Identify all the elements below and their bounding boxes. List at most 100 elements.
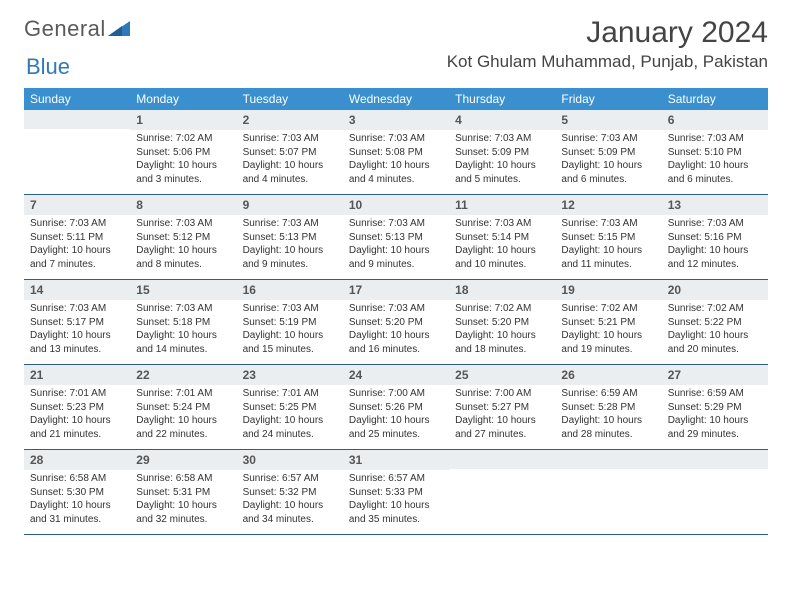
day-number: 4 [449, 110, 555, 130]
daylight-text: Daylight: 10 hours and 14 minutes. [136, 329, 230, 356]
daylight-text: Daylight: 10 hours and 11 minutes. [561, 244, 655, 271]
day-cell: 4Sunrise: 7:03 AMSunset: 5:09 PMDaylight… [449, 110, 555, 194]
day-number: 29 [130, 450, 236, 470]
month-title: January 2024 [447, 16, 768, 50]
sunrise-text: Sunrise: 7:03 AM [136, 302, 230, 316]
day-cell: 9Sunrise: 7:03 AMSunset: 5:13 PMDaylight… [237, 195, 343, 279]
day-of-week-header: Sunday Monday Tuesday Wednesday Thursday… [24, 88, 768, 110]
sunrise-text: Sunrise: 7:03 AM [668, 217, 762, 231]
sunrise-text: Sunrise: 6:57 AM [243, 472, 337, 486]
week-row: 21Sunrise: 7:01 AMSunset: 5:23 PMDayligh… [24, 365, 768, 450]
dow-saturday: Saturday [662, 88, 768, 110]
day-number [24, 110, 130, 129]
daylight-text: Daylight: 10 hours and 3 minutes. [136, 159, 230, 186]
daylight-text: Daylight: 10 hours and 20 minutes. [668, 329, 762, 356]
daylight-text: Daylight: 10 hours and 8 minutes. [136, 244, 230, 271]
sunrise-text: Sunrise: 7:01 AM [30, 387, 124, 401]
day-number: 31 [343, 450, 449, 470]
day-cell: 21Sunrise: 7:01 AMSunset: 5:23 PMDayligh… [24, 365, 130, 449]
day-cell: 23Sunrise: 7:01 AMSunset: 5:25 PMDayligh… [237, 365, 343, 449]
day-cell: 15Sunrise: 7:03 AMSunset: 5:18 PMDayligh… [130, 280, 236, 364]
daylight-text: Daylight: 10 hours and 13 minutes. [30, 329, 124, 356]
daylight-text: Daylight: 10 hours and 22 minutes. [136, 414, 230, 441]
dow-tuesday: Tuesday [237, 88, 343, 110]
day-number: 22 [130, 365, 236, 385]
sunset-text: Sunset: 5:13 PM [349, 231, 443, 245]
day-number: 25 [449, 365, 555, 385]
calendar-grid: Sunday Monday Tuesday Wednesday Thursday… [24, 88, 768, 535]
day-body: Sunrise: 7:02 AMSunset: 5:22 PMDaylight:… [662, 302, 768, 360]
day-cell: 5Sunrise: 7:03 AMSunset: 5:09 PMDaylight… [555, 110, 661, 194]
day-body: Sunrise: 7:01 AMSunset: 5:23 PMDaylight:… [24, 387, 130, 445]
sunrise-text: Sunrise: 6:57 AM [349, 472, 443, 486]
day-body: Sunrise: 7:00 AMSunset: 5:27 PMDaylight:… [449, 387, 555, 445]
sunset-text: Sunset: 5:20 PM [349, 316, 443, 330]
day-body: Sunrise: 6:58 AMSunset: 5:31 PMDaylight:… [130, 472, 236, 530]
sunrise-text: Sunrise: 7:02 AM [668, 302, 762, 316]
sunset-text: Sunset: 5:27 PM [455, 401, 549, 415]
day-cell [662, 450, 768, 534]
daylight-text: Daylight: 10 hours and 12 minutes. [668, 244, 762, 271]
day-number: 6 [662, 110, 768, 130]
sunset-text: Sunset: 5:20 PM [455, 316, 549, 330]
day-number: 23 [237, 365, 343, 385]
sunrise-text: Sunrise: 7:03 AM [668, 132, 762, 146]
daylight-text: Daylight: 10 hours and 4 minutes. [349, 159, 443, 186]
day-body: Sunrise: 7:03 AMSunset: 5:13 PMDaylight:… [237, 217, 343, 275]
day-body: Sunrise: 7:00 AMSunset: 5:26 PMDaylight:… [343, 387, 449, 445]
sunset-text: Sunset: 5:18 PM [136, 316, 230, 330]
sunset-text: Sunset: 5:09 PM [455, 146, 549, 160]
day-number [662, 450, 768, 469]
daylight-text: Daylight: 10 hours and 27 minutes. [455, 414, 549, 441]
day-number: 8 [130, 195, 236, 215]
week-row: 14Sunrise: 7:03 AMSunset: 5:17 PMDayligh… [24, 280, 768, 365]
day-cell: 31 Sunrise: 6:57 AMSunset: 5:33 PMDayligh… [343, 450, 449, 534]
day-cell [449, 450, 555, 534]
day-body: Sunrise: 7:03 AMSunset: 5:19 PMDaylight:… [237, 302, 343, 360]
sunrise-text: Sunrise: 7:01 AM [243, 387, 337, 401]
day-body: Sunrise: 6:59 AMSunset: 5:28 PMDaylight:… [555, 387, 661, 445]
day-cell: 19Sunrise: 7:02 AMSunset: 5:21 PMDayligh… [555, 280, 661, 364]
sunrise-text: Sunrise: 7:03 AM [561, 132, 655, 146]
day-body: Sunrise: 7:01 AMSunset: 5:25 PMDaylight:… [237, 387, 343, 445]
day-body: Sunrise: 7:02 AMSunset: 5:21 PMDaylight:… [555, 302, 661, 360]
sunrise-text: Sunrise: 7:01 AM [136, 387, 230, 401]
day-cell: 14Sunrise: 7:03 AMSunset: 5:17 PMDayligh… [24, 280, 130, 364]
sunrise-text: Sunrise: 7:02 AM [136, 132, 230, 146]
day-cell: 6Sunrise: 7:03 AMSunset: 5:10 PMDaylight… [662, 110, 768, 194]
day-cell: 29Sunrise: 6:58 AMSunset: 5:31 PMDayligh… [130, 450, 236, 534]
dow-monday: Monday [130, 88, 236, 110]
daylight-text: Daylight: 10 hours and 10 minutes. [455, 244, 549, 271]
dow-thursday: Thursday [449, 88, 555, 110]
daylight-text: Daylight: 10 hours and 29 minutes. [668, 414, 762, 441]
sunset-text: Sunset: 5:13 PM [243, 231, 337, 245]
day-cell: 17Sunrise: 7:03 AMSunset: 5:20 PMDayligh… [343, 280, 449, 364]
day-cell: 27Sunrise: 6:59 AMSunset: 5:29 PMDayligh… [662, 365, 768, 449]
sunset-text: Sunset: 5:25 PM [243, 401, 337, 415]
day-body: Sunrise: 7:03 AMSunset: 5:17 PMDaylight:… [24, 302, 130, 360]
day-cell: 20Sunrise: 7:02 AMSunset: 5:22 PMDayligh… [662, 280, 768, 364]
day-number [449, 450, 555, 469]
day-body: Sunrise: 7:03 AMSunset: 5:18 PMDaylight:… [130, 302, 236, 360]
day-number: 27 [662, 365, 768, 385]
sunset-text: Sunset: 5:08 PM [349, 146, 443, 160]
sunrise-text: Sunrise: 7:03 AM [30, 302, 124, 316]
day-body: Sunrise: 7:03 AMSunset: 5:15 PMDaylight:… [555, 217, 661, 275]
sunset-text: Sunset: 5:14 PM [455, 231, 549, 245]
day-number: 17 [343, 280, 449, 300]
sunset-text: Sunset: 5:15 PM [561, 231, 655, 245]
daylight-text: Daylight: 10 hours and 5 minutes. [455, 159, 549, 186]
sunset-text: Sunset: 5:33 PM [349, 486, 443, 500]
day-cell: 26Sunrise: 6:59 AMSunset: 5:28 PMDayligh… [555, 365, 661, 449]
day-number: 12 [555, 195, 661, 215]
day-body: Sunrise: 7:03 AMSunset: 5:07 PMDaylight:… [237, 132, 343, 190]
day-body: Sunrise: 7:03 AMSunset: 5:10 PMDaylight:… [662, 132, 768, 190]
sunset-text: Sunset: 5:23 PM [30, 401, 124, 415]
dow-friday: Friday [555, 88, 661, 110]
daylight-text: Daylight: 10 hours and 35 minutes. [349, 499, 443, 526]
sunrise-text: Sunrise: 7:03 AM [30, 217, 124, 231]
logo: General [24, 16, 132, 42]
daylight-text: Daylight: 10 hours and 32 minutes. [136, 499, 230, 526]
day-body: Sunrise: 7:03 AMSunset: 5:20 PMDaylight:… [343, 302, 449, 360]
sunrise-text: Sunrise: 7:03 AM [349, 217, 443, 231]
